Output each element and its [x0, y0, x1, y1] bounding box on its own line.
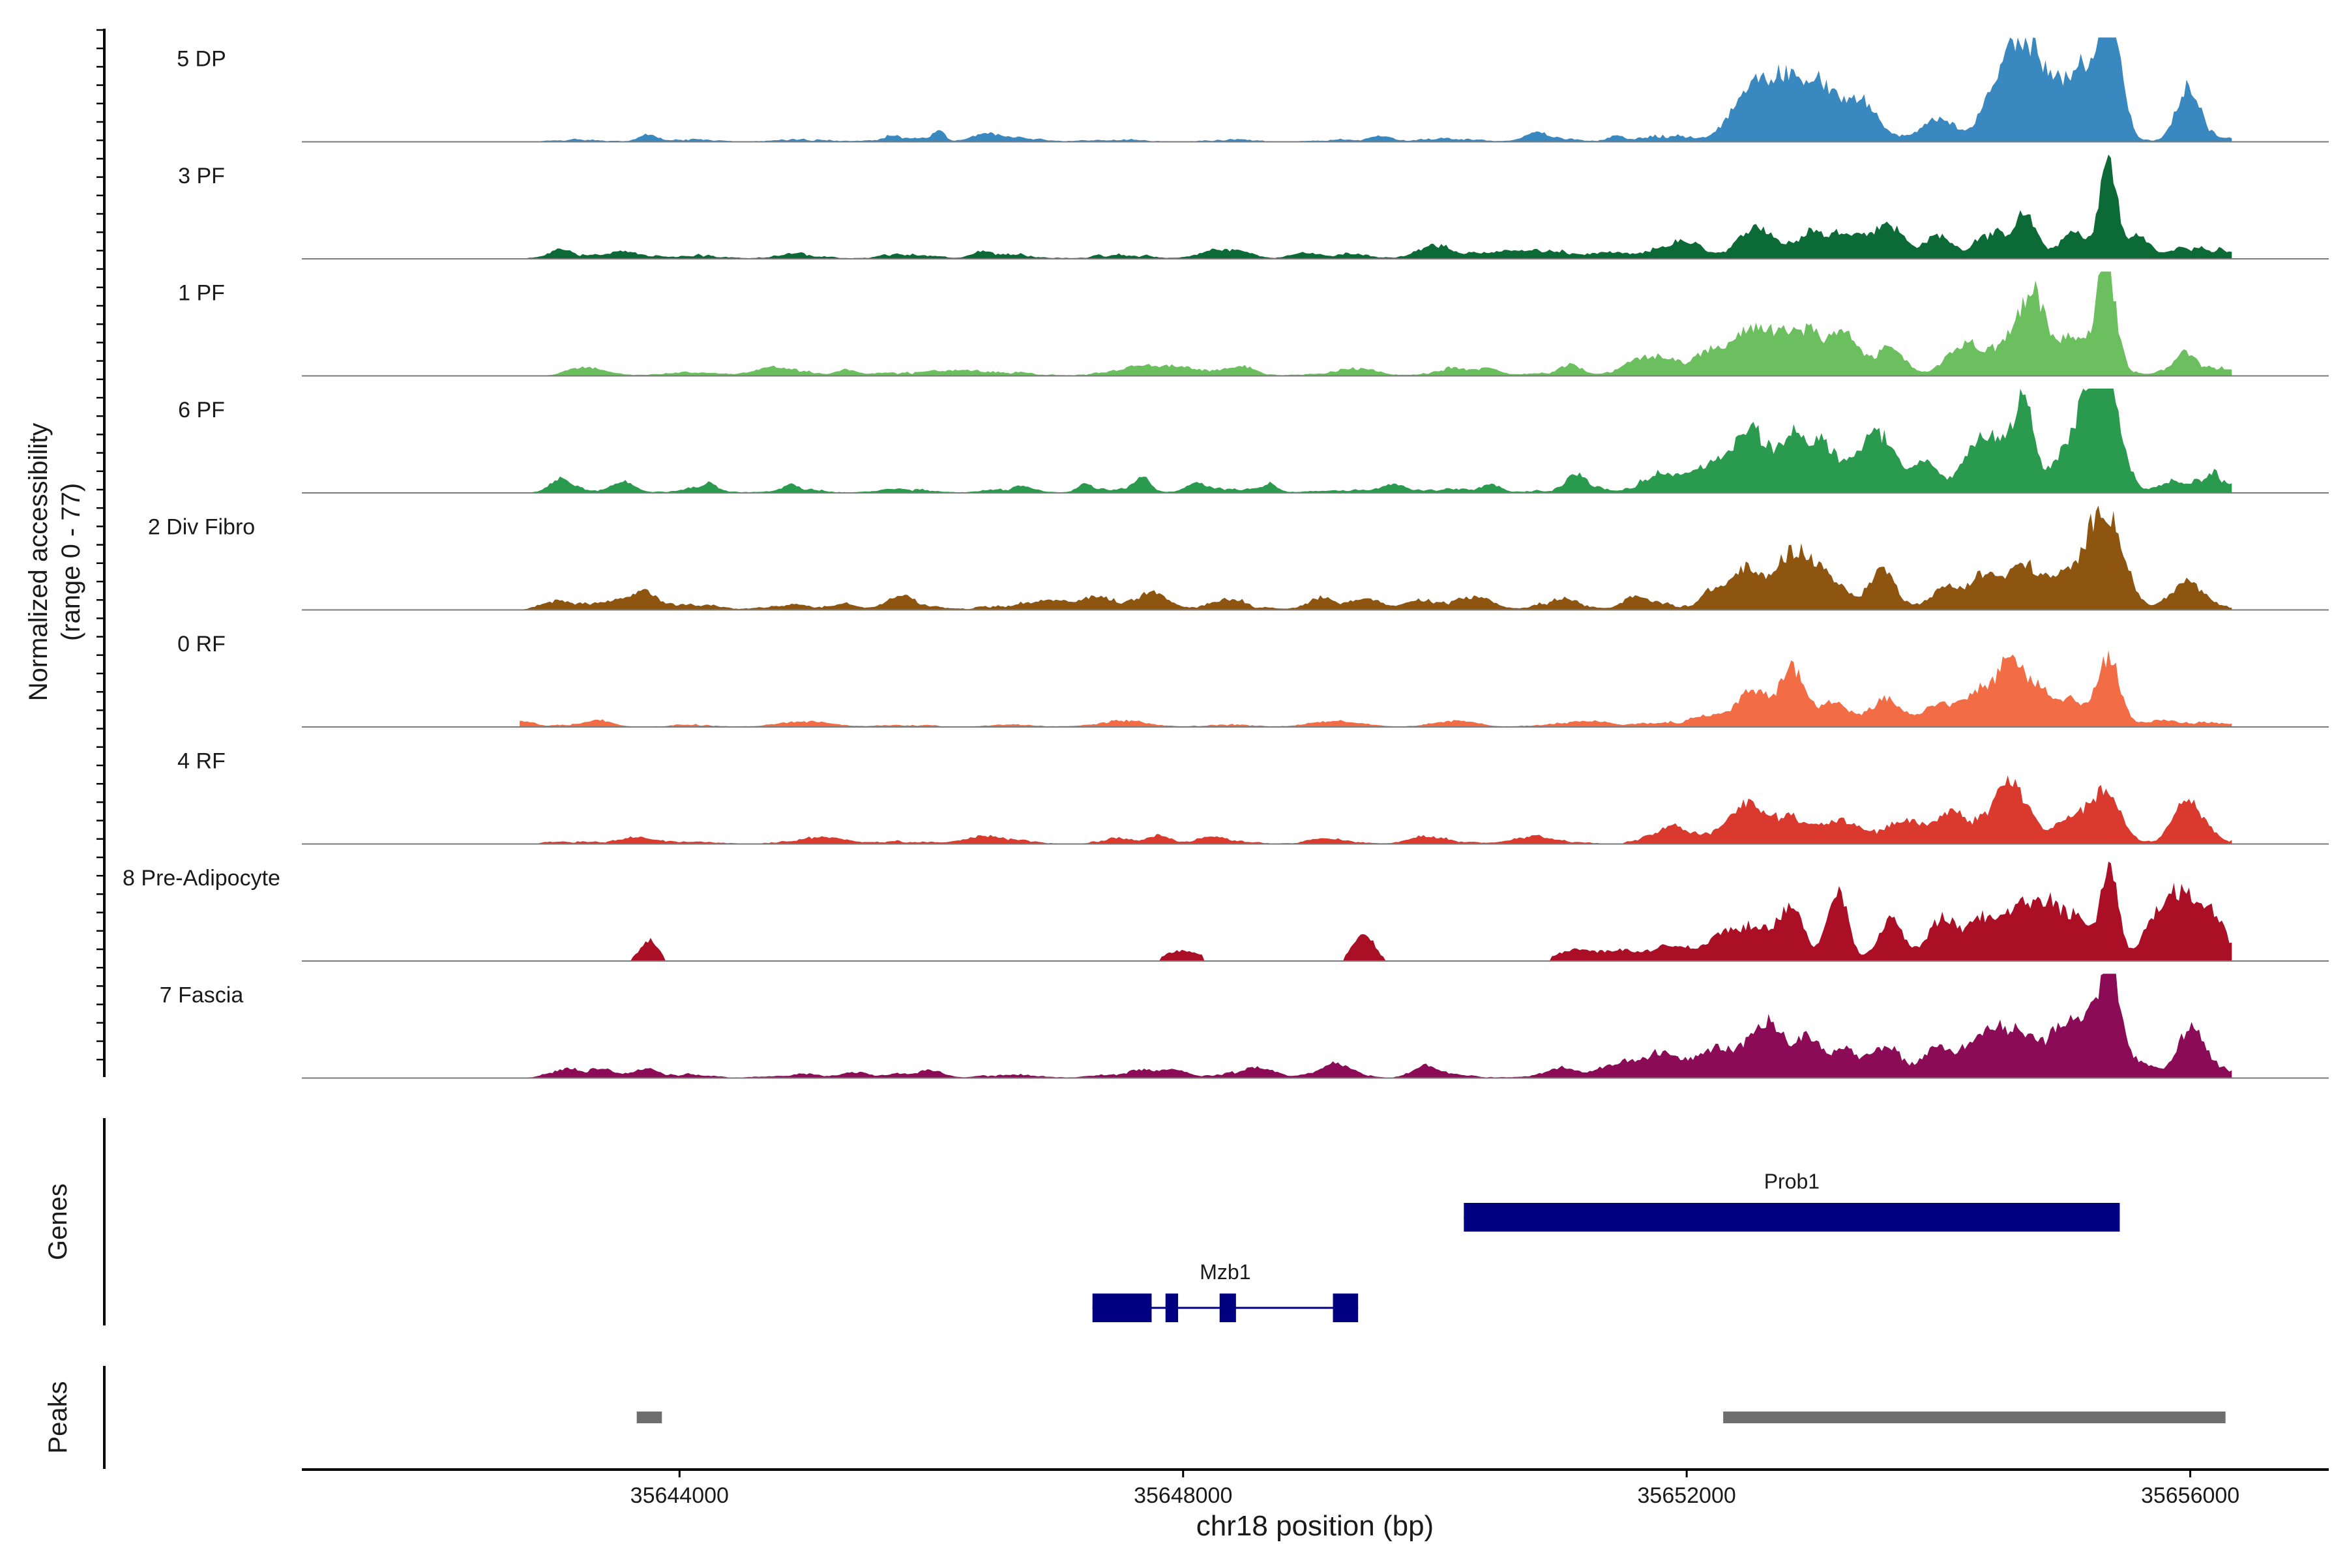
track-label-5-dp: 5 DP: [177, 47, 226, 72]
peak-region: [1723, 1412, 2226, 1423]
coverage-area-4-rf: [520, 775, 2232, 844]
track-label-0-rf: 0 RF: [177, 632, 226, 657]
coverage-area-7-fascia: [520, 973, 2232, 1078]
coverage-area-2-div-fibro: [520, 505, 2232, 610]
gene-label-prob1: Prob1: [1764, 1170, 1820, 1193]
coverage-area-1-pf: [520, 271, 2232, 376]
coverage-tracks: [302, 37, 2329, 1079]
coverage-area-5-dp: [520, 37, 2232, 142]
track-label-2-div-fibro: 2 Div Fibro: [148, 515, 255, 540]
track-label-7-fascia: 7 Fascia: [160, 983, 244, 1008]
coverage-y-axis: [96, 29, 106, 1077]
x-axis-ticks: 35644000 35648000 35652000 35656000: [630, 1470, 2239, 1508]
gene-exon-mzb1: [1165, 1294, 1179, 1322]
y-axis-label: Normalized accessibility: [24, 423, 53, 702]
coverage-area-8-pre-adipocyte: [520, 861, 2232, 961]
gene-exon-mzb1: [1219, 1294, 1236, 1322]
gene-exon-prob1: [1464, 1203, 2120, 1232]
track-labels: 5 DP 3 PF 1 PF 6 PF 2 Div Fibro 0 RF 4 RF 8 Pre…: [123, 47, 280, 1008]
x-axis-label: chr18 position (bp): [1196, 1510, 1434, 1542]
x-tick-label: 35656000: [2141, 1483, 2239, 1508]
coverage-area-3-pf: [520, 155, 2232, 259]
gene-label-mzb1: Mzb1: [1200, 1260, 1250, 1284]
peaks-track: [636, 1412, 2226, 1423]
x-tick-label: 35644000: [630, 1483, 729, 1508]
genes-track-label: Genes: [44, 1183, 72, 1260]
gene-exon-mzb1: [1333, 1294, 1359, 1322]
coverage-area-6-pf: [520, 389, 2232, 493]
track-label-1-pf: 1 PF: [178, 281, 225, 306]
y-axis-range-label: (range 0 - 77): [57, 483, 85, 641]
track-label-3-pf: 3 PF: [178, 164, 225, 188]
peaks-track-label: Peaks: [44, 1381, 72, 1453]
x-tick-label: 35652000: [1638, 1483, 1736, 1508]
genes-track: Prob1 Mzb1: [1092, 1170, 2120, 1322]
gene-exon-mzb1: [1092, 1294, 1152, 1322]
track-label-4-rf: 4 RF: [177, 749, 226, 774]
x-tick-label: 35648000: [1134, 1483, 1232, 1508]
track-label-6-pf: 6 PF: [178, 398, 225, 422]
track-label-8-pre-adipocyte: 8 Pre-Adipocyte: [123, 866, 280, 891]
peak-region: [636, 1412, 662, 1423]
coverage-area-0-rf: [520, 650, 2232, 727]
